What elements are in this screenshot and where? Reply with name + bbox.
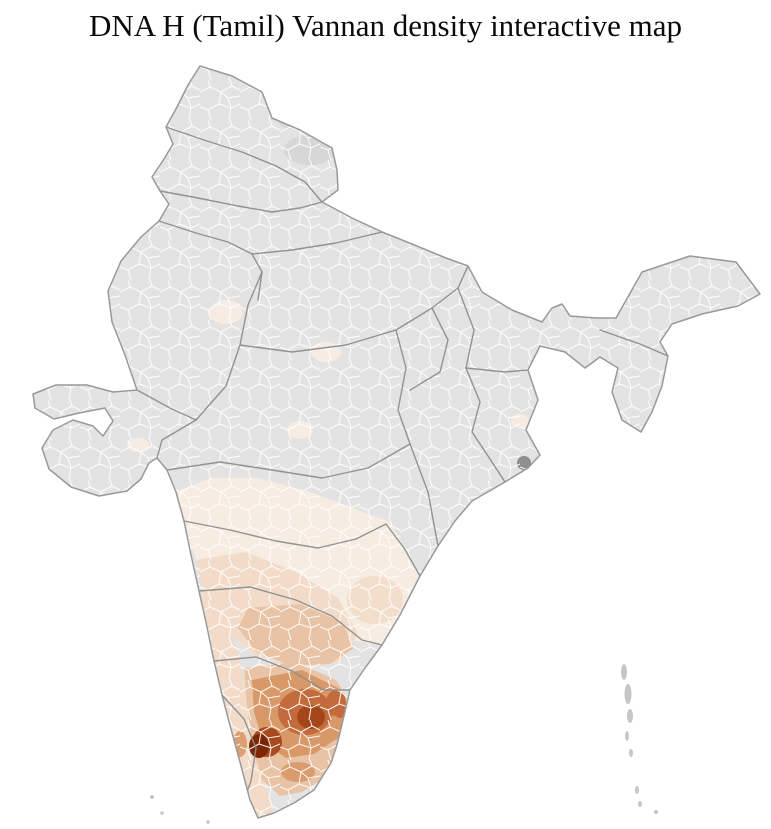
state-border-line [465, 367, 529, 373]
state-borders [136, 126, 669, 801]
state-border-line [165, 126, 323, 203]
district-grid [33, 66, 760, 818]
state-border-line [599, 329, 669, 357]
island[interactable] [629, 749, 633, 757]
state-border-line [159, 190, 323, 213]
island[interactable] [150, 795, 154, 799]
state-border-line [213, 656, 351, 691]
state-border-line [251, 231, 383, 255]
india-landmass[interactable] [0, 50, 771, 829]
andaman-nicobar-islands[interactable] [621, 664, 658, 814]
island[interactable] [624, 684, 632, 704]
state-border-line [136, 389, 197, 421]
island[interactable] [206, 820, 210, 824]
state-border-line [158, 220, 263, 301]
state-border-line [221, 694, 257, 801]
page-title: DNA H (Tamil) Vannan density interactive… [89, 8, 682, 43]
state-border-line [183, 520, 421, 577]
island[interactable] [635, 786, 639, 794]
state-border-line [409, 307, 449, 391]
lakshadweep-islands[interactable] [150, 795, 210, 824]
island[interactable] [621, 664, 627, 680]
state-border-line [457, 287, 506, 483]
island[interactable] [625, 731, 629, 741]
island[interactable] [627, 709, 633, 723]
state-border-line [156, 271, 263, 459]
island[interactable] [654, 810, 658, 814]
state-border-line [166, 443, 411, 479]
state-border-line [198, 586, 383, 646]
island[interactable] [638, 801, 642, 807]
state-border-line [395, 329, 411, 445]
state-border-line [409, 443, 439, 547]
island[interactable] [160, 811, 164, 815]
